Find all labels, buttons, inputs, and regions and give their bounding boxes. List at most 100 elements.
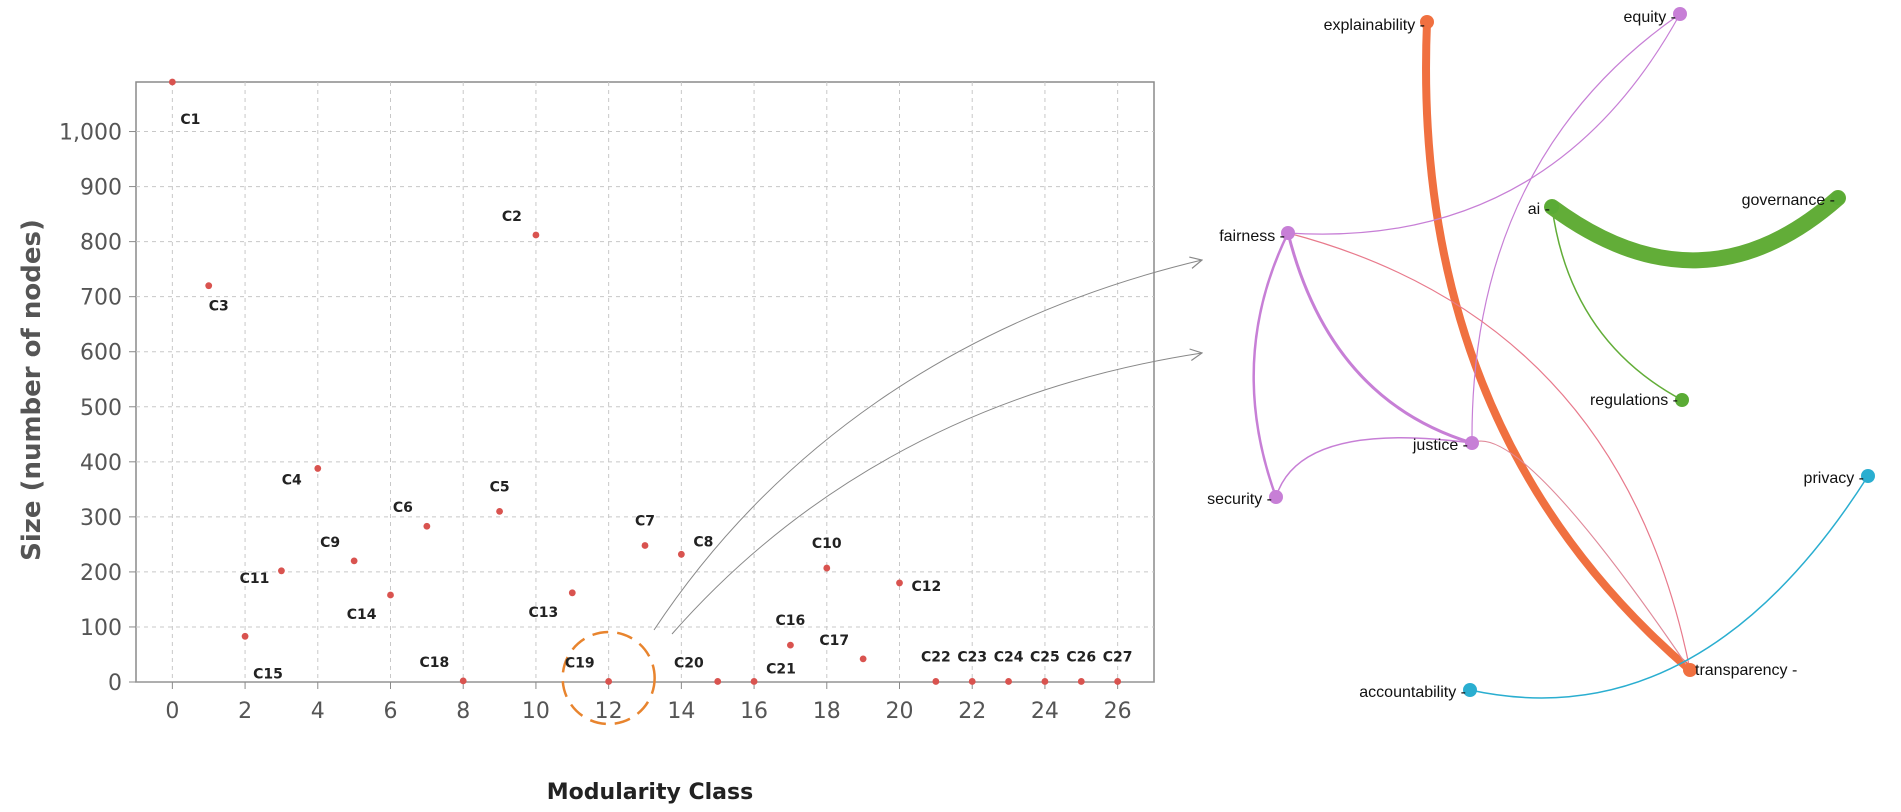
data-point [241,632,249,640]
point-label: C11 [240,571,270,587]
point-label: C1 [180,112,200,128]
y-tick-label: 500 [80,396,122,421]
network-edge [1551,206,1683,401]
node-label: fairness - [1219,228,1285,245]
network-edge [1469,475,1869,699]
points-layer: C1 C3 C15 C11 C4 C9 C14 C6 C18 C5 C2 C13 C19 C7 C8 C20 C… [168,78,1133,685]
network-node [1683,663,1697,677]
point-label: C5 [490,479,510,495]
x-tick-label: 12 [595,699,623,724]
point-label: C14 [347,607,377,623]
network-node [1831,191,1845,205]
y-tick-label: 300 [80,506,122,531]
data-point [1114,678,1122,685]
point-label: C27 [1103,649,1133,665]
point-label: C22 [921,649,951,665]
x-axis-title: Modularity Class [547,780,753,805]
y-tick-label: 100 [80,616,122,641]
network-edge [1275,437,1473,498]
data-point [568,589,576,597]
tick-layer: 0 2 4 6 8 10 12 14 16 18 20 22 24 2601002003004005006… [59,121,1132,724]
data-point [496,507,503,515]
network-edge [1471,13,1681,444]
grid-layer [136,82,1154,683]
highlight-circle [561,630,656,726]
network-node [1673,7,1687,21]
network-node [1545,200,1559,214]
y-tick-label: 600 [80,341,122,366]
data-point [423,522,431,530]
x-tick-label: 16 [740,699,768,724]
point-label: C25 [1030,649,1060,665]
point-label: C12 [912,579,942,595]
node-label: accountability - [1359,684,1466,701]
point-label: C10 [812,536,842,552]
x-tick-label: 2 [238,699,252,724]
data-point [605,678,613,685]
point-label: C23 [957,649,987,665]
data-point [677,550,685,558]
point-label: C15 [253,666,283,682]
data-point [859,655,867,663]
node-label: justice - [1412,437,1468,454]
callout-arrow-lower [671,353,1202,635]
data-point [1041,678,1049,685]
point-label: C2 [502,209,522,225]
data-point [459,677,467,685]
data-point [387,591,394,599]
data-point [350,557,358,565]
point-label: C7 [635,513,655,529]
network-node [1675,393,1689,407]
x-tick-label: 18 [813,699,841,724]
y-tick-label: 0 [108,671,122,696]
data-point [968,678,976,685]
node-label: explainability - [1324,17,1425,34]
node-label: privacy - [1804,470,1864,487]
x-tick-label: 24 [1031,699,1059,724]
y-tick-label: 400 [80,451,122,476]
data-point [714,678,722,685]
data-point [823,564,831,572]
x-tick-label: 26 [1104,699,1132,724]
point-label: C26 [1066,649,1096,665]
x-tick-label: 8 [456,699,470,724]
point-label: C8 [693,534,713,550]
x-tick-label: 20 [886,699,914,724]
data-point [314,465,322,472]
x-tick-label: 10 [522,699,550,724]
network-edge [1286,231,1474,445]
network-node [1465,436,1479,450]
network-edge [1252,231,1290,499]
node-layer [1269,7,1875,697]
y-tick-label: 1,000 [59,121,122,146]
callout-arrows [653,260,1202,635]
node-label: security - [1207,491,1272,508]
x-tick-label: 22 [958,699,986,724]
network-node [1281,226,1295,240]
data-point [168,78,176,86]
scatter-panel: 0 2 4 6 8 10 12 14 16 18 20 22 24 2601002003004005006… [17,78,1155,805]
network-node [1463,683,1477,697]
y-tick-label: 700 [80,286,122,311]
point-label: C3 [209,299,229,315]
network-node [1861,469,1875,483]
node-label: ai - [1528,201,1550,218]
point-label: C21 [766,661,796,677]
y-tick-label: 900 [80,176,122,201]
data-point [932,678,940,685]
x-tick-label: 0 [165,699,179,724]
node-label: regulations - [1590,392,1678,409]
y-tick-label: 800 [80,231,122,256]
point-label: C13 [529,605,559,621]
y-tick-label: 200 [80,561,122,586]
x-tick-label: 6 [384,699,398,724]
data-point [896,579,903,587]
network-edge [1471,440,1691,671]
data-point [1077,678,1085,685]
network-edge [1422,18,1694,674]
plot-area [135,81,1155,683]
callout-arrow-upper [653,260,1202,631]
data-point [1005,678,1012,685]
point-label: C19 [565,655,595,671]
